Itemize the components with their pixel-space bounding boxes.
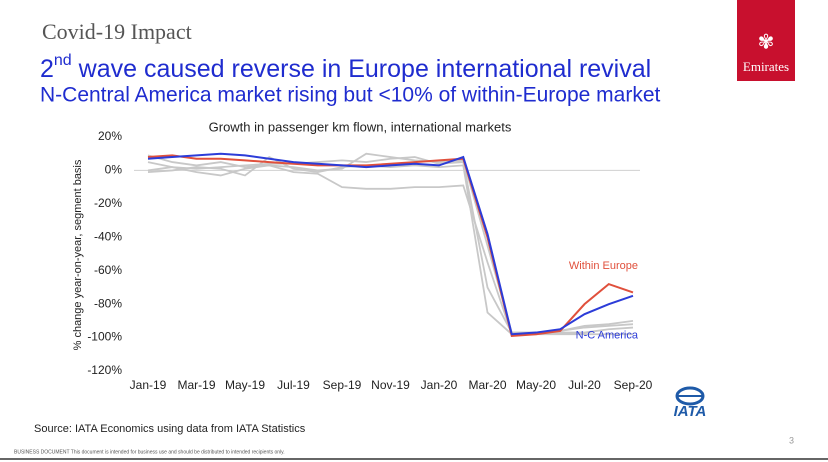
x-tick-label: May-20 [516, 378, 556, 392]
x-tick-label: Jul-19 [277, 378, 310, 392]
x-tick-label: Jul-20 [568, 378, 601, 392]
subtitle: N-Central America market rising but <10%… [40, 84, 660, 107]
x-tick-label: Sep-19 [323, 378, 362, 392]
x-tick-label: Mar-20 [468, 378, 506, 392]
brand-mark: ✾ [758, 32, 775, 54]
other-market-line [147, 156, 634, 336]
y-tick-label: -20% [94, 196, 122, 210]
series-line [147, 152, 634, 336]
title-superscript: nd [54, 52, 72, 69]
series-label: Within Europe [569, 260, 638, 272]
chart-title: Growth in passenger km flown, internatio… [209, 119, 512, 134]
x-tick-label: Jan-20 [421, 378, 458, 392]
slide-title: 2nd wave caused reverse in Europe intern… [40, 52, 651, 82]
y-tick-label: -80% [94, 296, 122, 310]
x-tick-label: May-19 [225, 378, 265, 392]
y-tick-label: 0% [105, 163, 123, 177]
brand-logo [737, 0, 795, 81]
y-axis-label: % change year-on-year, segment basis [72, 159, 84, 350]
section-title: Covid-19 Impact [42, 19, 192, 44]
x-tick-label: Nov-19 [371, 378, 410, 392]
y-tick-label: 20% [98, 129, 122, 143]
y-tick-label: -60% [94, 263, 122, 277]
y-tick-label: -40% [94, 229, 122, 243]
series-line [147, 154, 634, 337]
brand-name: Emirates [743, 59, 789, 74]
notice: BUSINESS DOCUMENT This document is inten… [14, 449, 285, 455]
y-tick-label: -100% [87, 330, 122, 344]
page-number: 3 [789, 435, 794, 445]
x-tick-label: Mar-19 [177, 378, 215, 392]
x-tick-label: Sep-20 [614, 378, 653, 392]
plot: 20% 0% -20% -40% -60% -80% -100% -120% Jan-19 Mar… [87, 129, 652, 392]
series-label: N-C America [576, 330, 639, 342]
source: Source: IATA Economics using data from I… [34, 423, 306, 435]
title-rest: wave caused reverse in Europe internatio… [72, 55, 651, 83]
title-number: 2 [40, 55, 54, 83]
iata-logo: IATA [674, 386, 707, 420]
iata-text: IATA [674, 403, 707, 420]
y-tick-label: -120% [87, 363, 122, 377]
other-market-line [147, 164, 633, 336]
x-tick-label: Jan-19 [130, 378, 167, 392]
